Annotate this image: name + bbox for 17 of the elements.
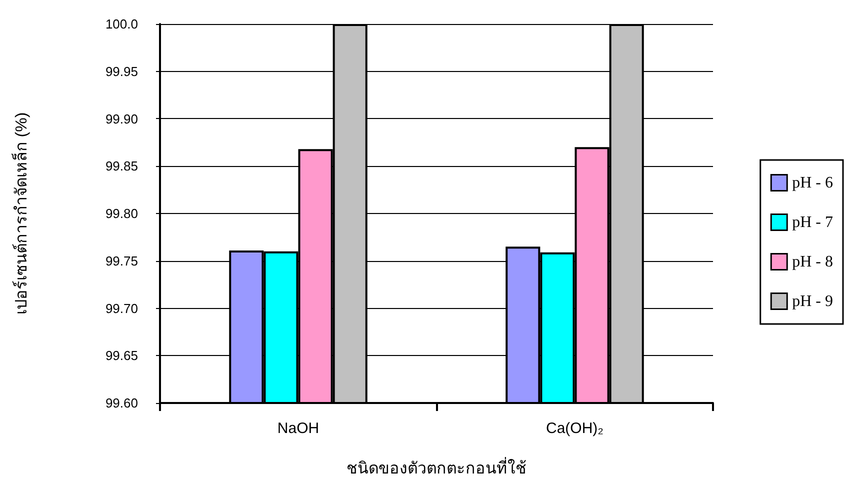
y-tick-label: 99.80 bbox=[105, 206, 138, 221]
y-tick-label: 99.60 bbox=[105, 396, 138, 410]
y-tick-label: 99.90 bbox=[105, 111, 138, 126]
y-tick-label: 99.70 bbox=[105, 300, 138, 316]
y-tick-label: 99.75 bbox=[105, 253, 138, 268]
legend-label: pH - 6 bbox=[792, 174, 834, 192]
y-tick-label: 99.85 bbox=[105, 158, 138, 174]
y-tick-label: 99.95 bbox=[105, 64, 138, 79]
legend-label: pH - 7 bbox=[792, 214, 834, 231]
y-axis-title: เปอร์เซนต์การกำจัดเหล็ก (%) bbox=[10, 112, 30, 315]
x-tick-label: NaOH bbox=[277, 420, 320, 437]
legend-label: pH - 9 bbox=[792, 292, 834, 310]
y-tick-label: 99.65 bbox=[105, 348, 138, 364]
legend-label: pH - 8 bbox=[792, 253, 834, 270]
x-axis-title: ชนิดของตัวตกตะกอนที่ใช้ bbox=[346, 456, 526, 478]
x-tick-label: Ca(OH)₂ bbox=[546, 420, 604, 437]
y-tick-label: 100.0 bbox=[105, 16, 138, 32]
